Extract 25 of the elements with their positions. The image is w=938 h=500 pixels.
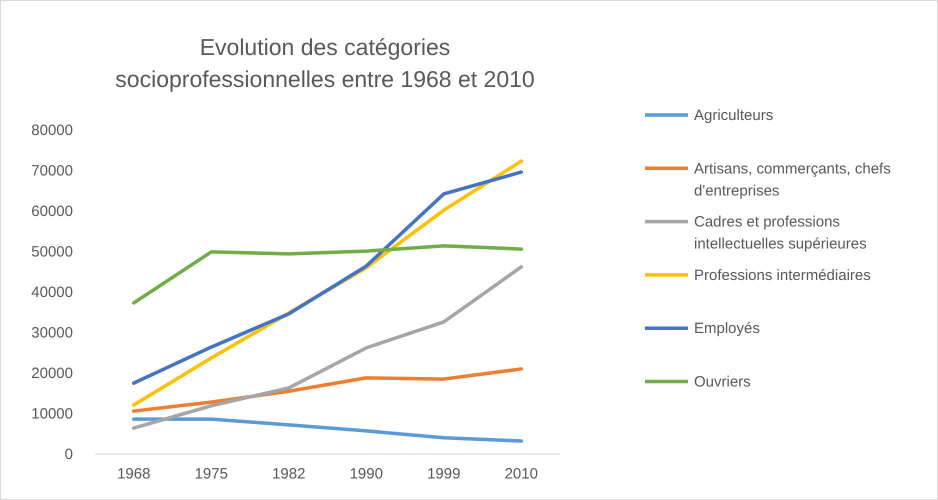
x-tick-label: 1990 [350, 466, 383, 483]
y-tick-label: 70000 [31, 162, 73, 180]
legend-label: Agriculteurs [694, 107, 774, 124]
y-tick-label: 0 [64, 446, 73, 463]
y-tick-label: 80000 [31, 122, 73, 139]
y-tick-label: 50000 [31, 243, 73, 260]
y-tick-label: 20000 [31, 364, 73, 382]
line-series [132, 265, 523, 430]
y-tick-label: 40000 [31, 284, 73, 301]
line-series [132, 244, 523, 305]
x-tick-label: 1999 [427, 466, 460, 483]
y-tick-label: 60000 [31, 202, 73, 220]
chart-title: Evolution des catégories socioprofessionnelles entre 1968 et 2010 [115, 34, 535, 92]
y-tick-label: 10000 [31, 405, 73, 422]
legend-label: Ouvriers [694, 374, 751, 390]
x-tick-label: 1982 [272, 466, 306, 483]
y-tick-label: 30000 [31, 324, 73, 342]
legend-label: Employés [694, 320, 760, 338]
x-tick-label: 1968 [117, 466, 150, 483]
line-series [132, 417, 523, 443]
legend-label: Cadres et professions intellectuelles supérieures [694, 214, 867, 253]
x-tick-label: 1975 [194, 466, 228, 483]
x-tick-label: 2010 [504, 466, 538, 483]
legend-label: Professions intermédiaires [694, 266, 871, 284]
legend-label: Artisans, commerçants, chefs d'entreprises [694, 160, 891, 200]
